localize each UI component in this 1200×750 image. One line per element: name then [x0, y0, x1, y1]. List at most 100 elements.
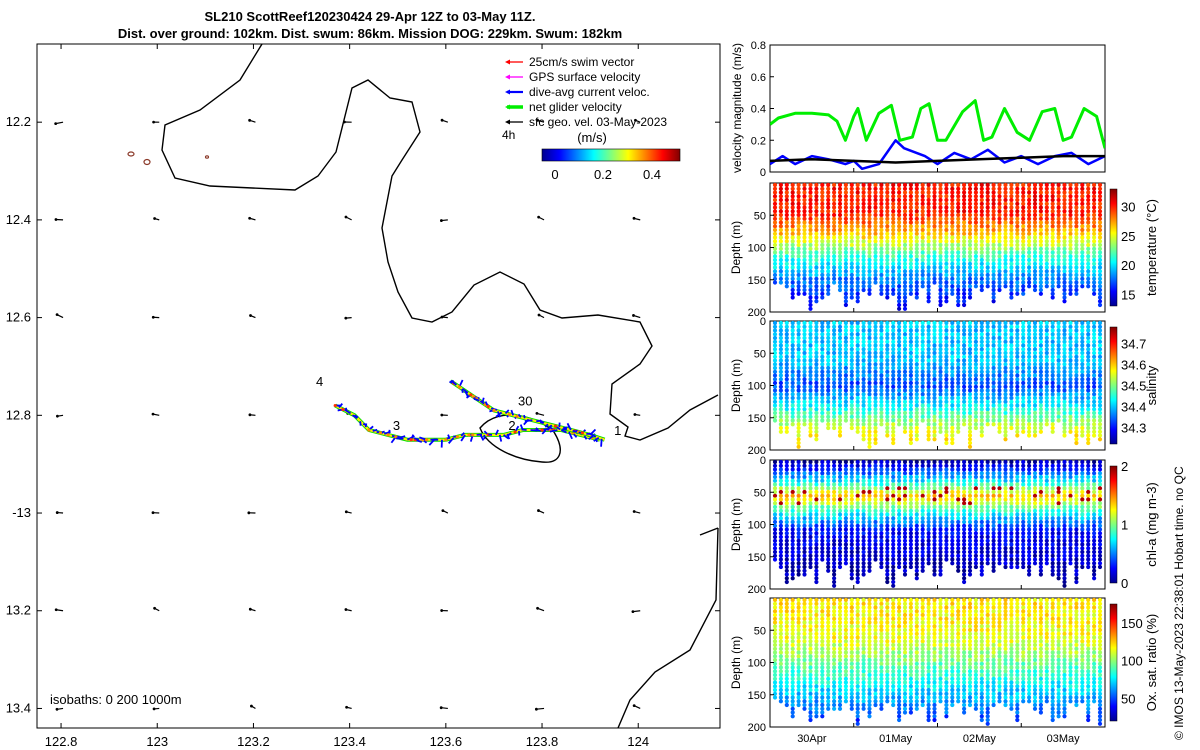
profile-dot: [938, 182, 943, 188]
profile-dot: [814, 220, 819, 225]
profile-dot: [962, 414, 967, 419]
profile-dot: [985, 182, 990, 188]
profile-dot: [997, 388, 1002, 393]
profile-dot: [997, 227, 1002, 233]
profile-dot: [956, 512, 961, 517]
profile-dot: [790, 362, 795, 367]
profile-dot: [837, 339, 843, 344]
profile-dot: [849, 324, 854, 329]
profile-dot: [784, 471, 789, 476]
profile-dot: [991, 493, 996, 498]
profile-dot: [991, 287, 996, 293]
profile-dot: [997, 504, 1002, 510]
profile-dot: [1032, 407, 1038, 412]
profile-dot: [855, 504, 860, 510]
profile-dot: [1097, 302, 1103, 308]
profile-dot: [879, 362, 884, 367]
profile-dot: [1021, 410, 1026, 416]
profile-dot: [843, 328, 849, 333]
profile-dot: [962, 343, 967, 348]
profile-dot: [808, 369, 813, 374]
profile-dot: [991, 182, 996, 188]
profile-dot: [932, 501, 937, 506]
profile-dot: [855, 399, 860, 404]
profile-dot: [1068, 347, 1073, 352]
profile-dot: [897, 194, 902, 199]
profile-dot: [1032, 209, 1038, 214]
profile-dot: [1074, 350, 1079, 356]
profile-dot: [1021, 343, 1026, 348]
profile-dot: [950, 186, 955, 191]
profile-dot: [802, 564, 807, 570]
profile-dot: [950, 320, 955, 326]
profile-dot: [855, 388, 860, 393]
profile-dot: [908, 440, 914, 446]
swim-vector: [457, 385, 461, 389]
profile-dot: [873, 280, 878, 285]
profile-dot: [832, 257, 837, 263]
geo-vector-head: [535, 412, 539, 415]
profile-dot: [967, 332, 973, 337]
profile-dot: [962, 265, 967, 270]
profile-dot: [926, 395, 931, 401]
profile-dot: [979, 287, 984, 293]
profile-dot: [802, 235, 807, 240]
profile-dot: [1062, 197, 1067, 203]
profile-dot: [962, 324, 967, 329]
profile-dot: [967, 291, 973, 296]
profile-dot: [908, 557, 914, 562]
profile-dot: [849, 538, 854, 543]
profile-dot: [1044, 257, 1049, 263]
profile-dot: [1097, 190, 1103, 195]
profile-dot: [962, 358, 967, 363]
profile-dot: [967, 347, 973, 352]
profile-dot: [1092, 186, 1097, 191]
profile-dot: [826, 553, 831, 558]
profile-dot: [837, 478, 843, 483]
profile-dot: [784, 395, 789, 401]
profile-dot: [814, 205, 819, 210]
profile-dot: [1062, 205, 1067, 210]
velocity-series-line: [770, 154, 1105, 164]
profile-dot: [902, 425, 908, 431]
profile-dot: [1068, 339, 1073, 344]
profile-dot: [897, 380, 902, 386]
profile-dot: [962, 194, 967, 199]
profile-dot: [814, 194, 819, 199]
profile-dot: [950, 377, 955, 382]
profile-dot: [855, 362, 860, 367]
profile-dot: [997, 280, 1002, 285]
profile-dot: [790, 422, 795, 427]
profile-dot: [784, 564, 789, 570]
profile-dot: [1092, 224, 1097, 229]
profile-dot: [861, 568, 866, 573]
profile-dot: [962, 531, 967, 536]
profile-dot: [820, 546, 825, 551]
profile-dot: [772, 254, 778, 259]
profile-dot: [802, 377, 807, 382]
profile-dot: [796, 276, 801, 281]
profile-dot: [1003, 265, 1008, 270]
profile-dot: [950, 516, 955, 521]
profile-dot: [973, 246, 979, 251]
profile-dot: [790, 287, 795, 293]
profile-dot: [855, 373, 860, 378]
profile-dot: [867, 542, 872, 547]
profile-dot: [991, 388, 996, 393]
profile-dot: [967, 549, 973, 555]
profile-dot: [908, 549, 914, 555]
profile-dot: [832, 489, 837, 495]
profile-dot: [1068, 425, 1073, 431]
profile-dot: [867, 384, 872, 389]
profile-dot: [1038, 407, 1043, 412]
profile-dot: [790, 407, 795, 412]
profile-dot: [855, 220, 860, 225]
profile-dot: [849, 205, 854, 210]
profile-dot: [932, 564, 937, 570]
profile-dot: [967, 377, 973, 382]
profile-dot: [885, 527, 890, 532]
profile-dot: [944, 527, 949, 532]
swim-vector: [333, 403, 337, 408]
profile-dot: [891, 186, 896, 191]
profile-dot: [997, 261, 1002, 266]
